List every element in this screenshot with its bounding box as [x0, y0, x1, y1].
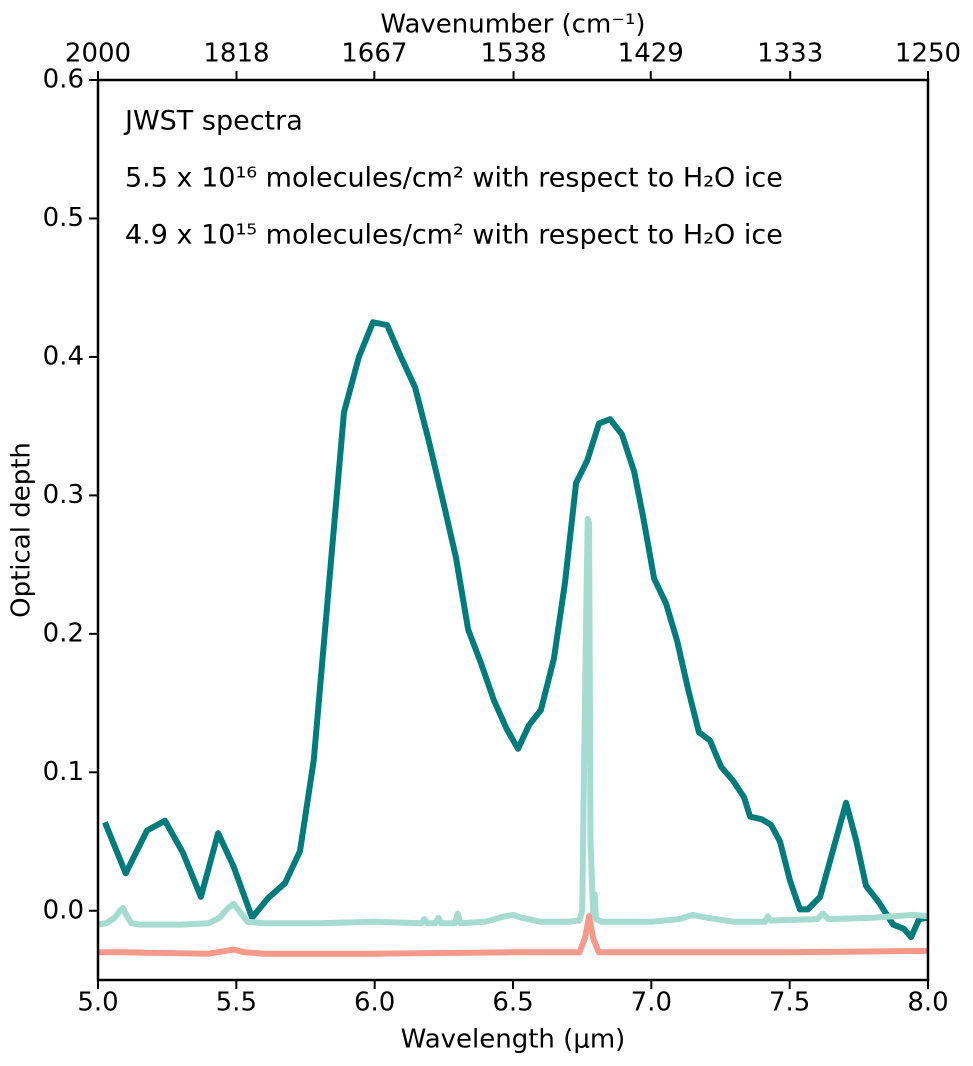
series-label: 5.5 x 10¹⁶ molecules/cm² with respect to… — [125, 163, 783, 194]
x2-tick-label: 1667 — [341, 39, 407, 69]
y-tick-label: 0.5 — [43, 203, 84, 233]
y-tick-label: 0.0 — [43, 895, 84, 925]
x-tick-label: 6.0 — [354, 988, 395, 1018]
x2-tick-label: 1818 — [203, 39, 269, 69]
x-axis-label: Wavelength (μm) — [401, 1025, 626, 1055]
x2-tick-label: 1429 — [618, 39, 684, 69]
y-tick-label: 0.6 — [43, 65, 84, 95]
x2-tick-label: 1538 — [480, 39, 546, 69]
y-tick-label: 0.4 — [43, 341, 84, 371]
y-tick-label: 0.2 — [43, 618, 84, 648]
x-tick-label: 5.0 — [77, 988, 118, 1018]
y-axis-label: Optical depth — [7, 442, 37, 618]
series-line — [102, 319, 929, 941]
series-label: JWST spectra — [123, 106, 303, 137]
x2-tick-label: 2000 — [65, 39, 131, 69]
x2-tick-label: 1333 — [757, 39, 823, 69]
series-label: 4.9 x 10¹⁵ molecules/cm² with respect to… — [125, 220, 783, 251]
y-tick-label: 0.3 — [43, 480, 84, 510]
x2-tick-label: 1250 — [895, 39, 961, 69]
x-tick-label: 6.5 — [492, 988, 533, 1018]
x-tick-label: 5.5 — [216, 988, 257, 1018]
x2-axis-label: Wavenumber (cm⁻¹) — [380, 10, 645, 40]
series-line — [98, 913, 929, 957]
x-tick-label: 7.5 — [769, 988, 810, 1018]
series-line — [97, 515, 929, 928]
x-tick-label: 7.0 — [631, 988, 672, 1018]
x-tick-label: 8.0 — [907, 988, 948, 1018]
y-tick-label: 0.1 — [43, 757, 84, 787]
